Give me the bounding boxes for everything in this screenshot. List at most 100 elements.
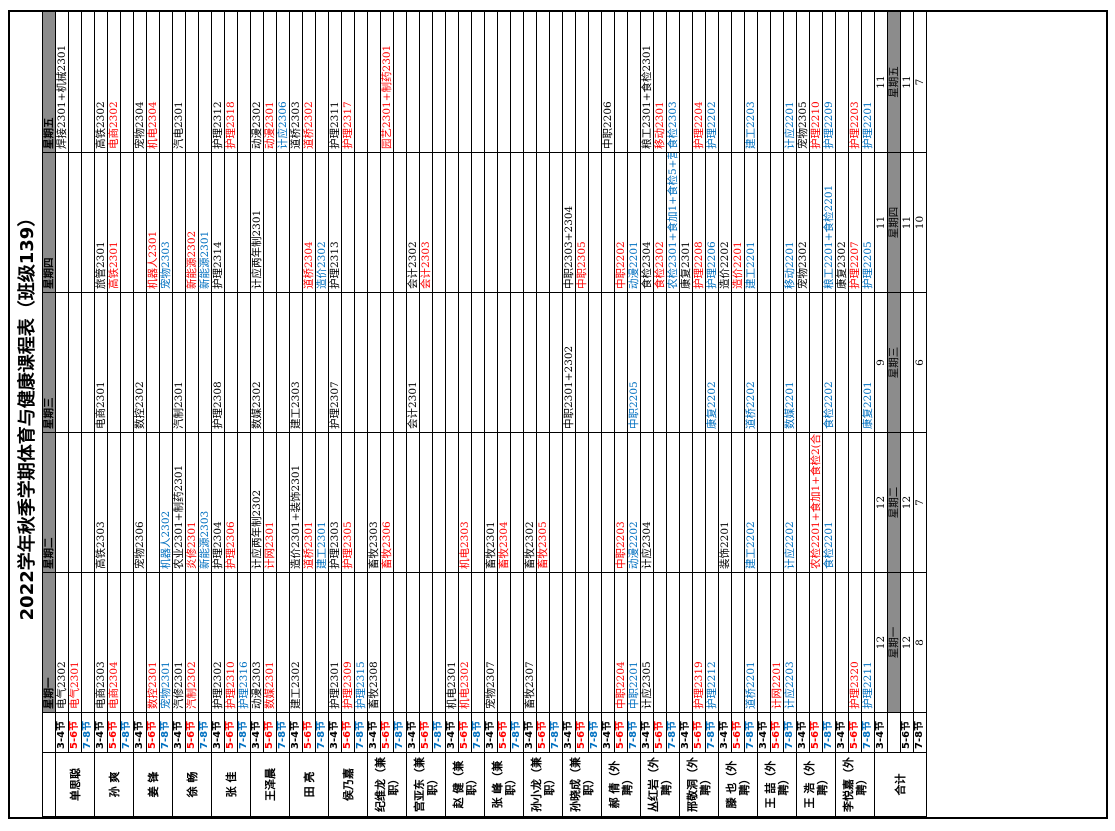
- class-cell: [393, 292, 407, 433]
- class-cell: [770, 152, 784, 293]
- class-cell: [380, 152, 394, 293]
- class-cell: 护理2306: [224, 432, 238, 573]
- schedule-row: 7-8节 护理2316: [237, 11, 251, 817]
- schedule-body: 单思聪 3-4节 电气2302 焊接2301+机械2301 5-6节 电气2301 7-8节…: [55, 11, 927, 817]
- class-cell: [380, 292, 394, 433]
- period-label: 5-6节: [185, 712, 199, 753]
- class-cell: 宠物2303: [159, 152, 173, 293]
- schedule-row: 5-6节 护理2309 护理2305 护理2317: [341, 11, 355, 817]
- schedule-row: 张 峰（兼职） 3-4节 宠物2307 畜牧2301: [484, 11, 524, 817]
- teacher-name: 王泽晨: [250, 752, 290, 817]
- class-cell: [497, 292, 511, 433]
- header-row: 星期一 星期二 星期三 星期四 星期五: [42, 11, 56, 817]
- class-cell: [822, 572, 836, 713]
- period-label: 7-8节: [861, 712, 875, 753]
- schedule-row: 邢敬洞（外聘） 3-4节 康复2301: [679, 11, 719, 817]
- class-cell: 建工2302: [289, 572, 303, 713]
- day-header: 星期一: [42, 572, 56, 713]
- schedule-row: 侯乃嘉 3-4节 护理2301 护理2303 护理2307 护理2313 护理2311: [328, 11, 368, 817]
- class-cell: 护理2211: [861, 572, 875, 713]
- schedule-row: 宫亚东（兼职） 3-4节 会计2301 会计2302: [406, 11, 446, 817]
- period-label: 7-8节: [315, 712, 329, 753]
- schedule-row: 5-6节 计网2201: [770, 11, 784, 817]
- class-cell: [380, 572, 394, 713]
- period-label: 7-8节: [822, 712, 836, 753]
- class-cell: [354, 432, 368, 573]
- class-cell: [120, 292, 134, 433]
- class-cell: 畜牧2301: [484, 432, 498, 573]
- period-label: 7-8节: [354, 712, 368, 753]
- class-cell: 造价2301+装饰2301: [289, 432, 303, 573]
- schedule-row: 徐 畅 3-4节 汽修2301 农业2301+制药2301 汽制2301 汽电2301: [172, 11, 212, 817]
- teacher-name: 王 喆（外聘）: [757, 752, 797, 817]
- period-label: 5-6节: [497, 712, 511, 753]
- period-label: 7-8节: [237, 712, 251, 753]
- class-cell: [588, 152, 602, 293]
- class-cell: [354, 11, 368, 153]
- class-cell: [276, 572, 290, 713]
- class-cell: 机电2301: [445, 572, 459, 713]
- class-cell: 造价2202: [718, 152, 732, 293]
- class-cell: 机电2302: [458, 572, 472, 713]
- period-label: 3-4节: [289, 712, 303, 753]
- period-label: 5-6节: [575, 712, 589, 753]
- period-label: 5-6节: [263, 712, 277, 753]
- class-cell: [718, 11, 732, 153]
- totals-row: 5-6节 12 12 11 11: [900, 11, 914, 817]
- class-cell: [666, 572, 680, 713]
- teacher-name: 姜 锋: [133, 752, 173, 817]
- total-count: 12: [874, 572, 888, 713]
- class-cell: [406, 572, 420, 713]
- day-footer: 星期二: [887, 432, 901, 573]
- schedule-row: 王 浩（外聘） 3-4节 宠物2302 宠物2305: [796, 11, 836, 817]
- teacher-name: 郝 倩（外聘）: [601, 752, 641, 817]
- class-cell: [237, 292, 251, 433]
- class-cell: [679, 432, 693, 573]
- class-cell: 建工2202: [744, 432, 758, 573]
- period-label: 7-8节: [510, 712, 524, 753]
- class-cell: [601, 152, 615, 293]
- period-label: 3-4节: [406, 712, 420, 753]
- class-cell: [549, 152, 563, 293]
- period-label: 7-8节: [276, 712, 290, 753]
- class-cell: [302, 292, 316, 433]
- class-cell: [458, 11, 472, 153]
- class-cell: [237, 152, 251, 293]
- class-cell: 康复2301: [679, 152, 693, 293]
- class-cell: [198, 292, 212, 433]
- class-cell: [237, 11, 251, 153]
- class-cell: [445, 152, 459, 293]
- class-cell: [458, 292, 472, 433]
- class-cell: [588, 572, 602, 713]
- class-cell: [835, 292, 849, 433]
- class-cell: 造价2201: [731, 152, 745, 293]
- class-cell: [120, 11, 134, 153]
- class-cell: [224, 292, 238, 433]
- class-cell: [770, 432, 784, 573]
- class-cell: 道桥2202: [744, 292, 758, 433]
- class-cell: 动漫2201: [627, 152, 641, 293]
- class-cell: [614, 292, 628, 433]
- class-cell: 护理2209: [822, 11, 836, 153]
- schedule-row: 7-8节: [588, 11, 602, 817]
- period-label: 3-4节: [250, 712, 264, 753]
- schedule-row: 丛红岩（外聘） 3-4节 计应2305 计应2304 食检2304 粮工2301+食检23…: [640, 11, 680, 817]
- schedule-row: 张 佳 3-4节 护理2302 护理2304 护理2308 护理2314 护理2312: [211, 11, 251, 817]
- class-cell: [601, 292, 615, 433]
- class-cell: [432, 292, 446, 433]
- class-cell: [367, 292, 381, 433]
- class-cell: 高铁2302: [94, 11, 108, 153]
- class-cell: 护理2315: [354, 572, 368, 713]
- period-label: 7-8节: [588, 712, 602, 753]
- class-cell: 粮工2201+食检2201: [822, 152, 836, 293]
- total-count: 9: [874, 292, 888, 433]
- class-cell: [588, 432, 602, 573]
- class-cell: 电气2301: [68, 572, 82, 713]
- class-cell: [601, 572, 615, 713]
- class-cell: 宠物2305: [796, 11, 810, 153]
- class-cell: 护理2305: [341, 432, 355, 573]
- schedule-row: 7-8节: [81, 11, 95, 817]
- class-cell: 食检2201: [822, 432, 836, 573]
- class-cell: [367, 11, 381, 153]
- class-cell: 中职2203: [614, 432, 628, 573]
